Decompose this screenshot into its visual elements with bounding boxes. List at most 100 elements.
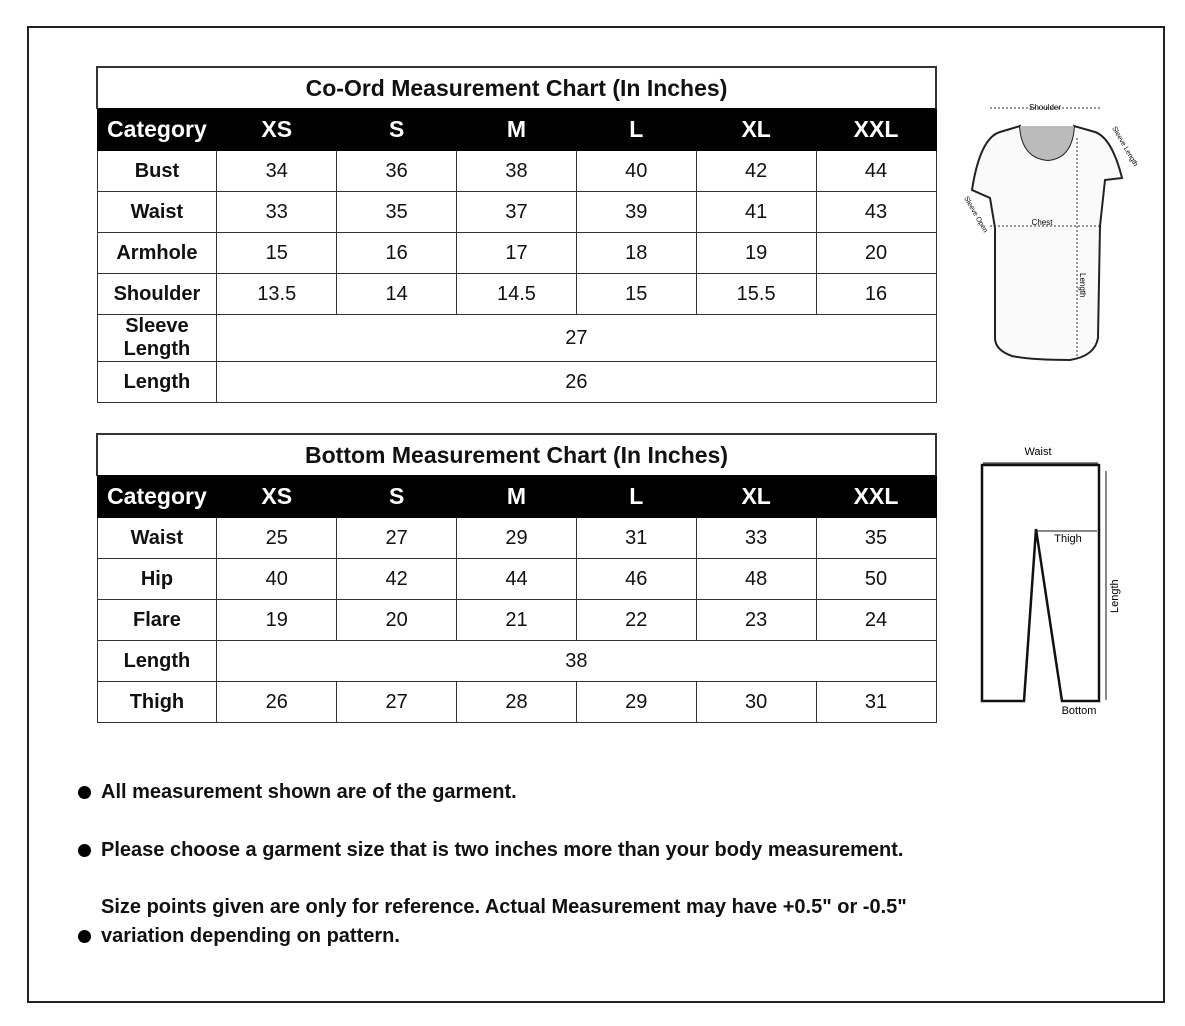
table-row: Armhole 15 16 17 18 19 20	[96, 232, 937, 274]
column-header: XS	[216, 475, 338, 518]
thigh-label: Thigh	[1054, 533, 1082, 545]
table-title: Bottom Measurement Chart (In Inches)	[96, 433, 937, 476]
shoulder-label: Shoulder	[1029, 103, 1061, 112]
table-row: Hip 40 42 44 46 48 50	[96, 558, 937, 600]
table-cell: 14.5	[456, 273, 577, 315]
row-label: Length	[96, 640, 218, 682]
note-text: Please choose a garment size that is two…	[101, 839, 904, 861]
table-cell: 31	[815, 681, 937, 723]
bullet-icon	[78, 844, 91, 857]
table-cell: 33	[695, 517, 817, 559]
row-label: Hip	[96, 558, 218, 600]
table-cell: 26	[216, 361, 937, 403]
page-frame	[27, 26, 1165, 1003]
table-cell: 40	[216, 558, 338, 600]
table-cell: 38	[456, 150, 577, 192]
table-cell: 19	[216, 599, 338, 641]
chest-label: Chest	[1032, 218, 1054, 227]
column-header: L	[575, 475, 697, 518]
table-cell: 42	[336, 558, 458, 600]
row-label: Length	[96, 361, 218, 403]
row-label: Sleeve Length	[96, 314, 218, 362]
notes-list: All measurement shown are of the garment…	[78, 778, 931, 951]
table-title: Co-Ord Measurement Chart (In Inches)	[96, 66, 937, 109]
bottom-measurement-table: Bottom Measurement Chart (In Inches) Cate…	[96, 433, 937, 723]
row-label: Armhole	[96, 232, 218, 274]
table-cell: 35	[336, 191, 458, 233]
table-cell: 43	[815, 191, 937, 233]
row-label: Shoulder	[96, 273, 218, 315]
column-header: M	[456, 108, 577, 151]
table-cell: 23	[695, 599, 817, 641]
table-cell: 42	[695, 150, 817, 192]
table-cell: 34	[216, 150, 338, 192]
table-cell: 40	[575, 150, 697, 192]
waist-label: Waist	[1024, 446, 1051, 458]
column-header: Category	[96, 108, 218, 151]
table-cell: 17	[456, 232, 577, 274]
table-cell: 29	[456, 517, 577, 559]
table-cell: 13.5	[216, 273, 338, 315]
column-header: XS	[216, 108, 338, 151]
row-label: Bust	[96, 150, 218, 192]
table-cell: 38	[216, 640, 937, 682]
length-label: Length	[1078, 273, 1087, 297]
table-cell: 41	[695, 191, 817, 233]
table-cell: 24	[815, 599, 937, 641]
table-cell: 28	[456, 681, 577, 723]
table-row: Waist 25 27 29 31 33 35	[96, 517, 937, 559]
table-cell: 20	[815, 232, 937, 274]
column-header: XXL	[815, 108, 937, 151]
table-cell: 50	[815, 558, 937, 600]
note-text: All measurement shown are of the garment…	[101, 781, 517, 803]
length-label: Length	[1109, 579, 1121, 613]
table-cell: 26	[216, 681, 338, 723]
table-cell: 27	[216, 314, 937, 362]
table-row: Sleeve Length 27	[96, 314, 937, 362]
note-item: Size points given are only for reference…	[78, 893, 931, 951]
table-cell: 44	[456, 558, 577, 600]
note-item: All measurement shown are of the garment…	[78, 778, 931, 807]
note-item: Please choose a garment size that is two…	[78, 836, 931, 865]
table-row: Length 38	[96, 640, 937, 682]
table-cell: 44	[815, 150, 937, 192]
table-cell: 36	[336, 150, 458, 192]
table-cell: 35	[815, 517, 937, 559]
pants-diagram: Waist Thigh Length Bottom	[980, 446, 1121, 717]
row-label: Waist	[96, 191, 218, 233]
table-cell: 16	[336, 232, 458, 274]
table-cell: 18	[575, 232, 697, 274]
row-label: Thigh	[96, 681, 218, 723]
table-cell: 27	[336, 681, 458, 723]
table-row: Length 26	[96, 361, 937, 403]
table-cell: 37	[456, 191, 577, 233]
bullet-icon	[78, 930, 91, 943]
table-cell: 30	[695, 681, 817, 723]
column-header: XL	[695, 475, 817, 518]
sleeve-open-label: Sleeve Open	[962, 196, 988, 235]
table-cell: 19	[695, 232, 817, 274]
table-cell: 15	[575, 273, 697, 315]
table-cell: 14	[336, 273, 458, 315]
table-cell: 16	[815, 273, 937, 315]
table-cell: 22	[575, 599, 697, 641]
table-cell: 33	[216, 191, 338, 233]
table-row: Shoulder 13.5 14 14.5 15 15.5 16	[96, 273, 937, 315]
table-cell: 27	[336, 517, 458, 559]
tshirt-diagram: Shoulder Chest Length Sleeve Length Slee…	[962, 103, 1139, 362]
note-text: Size points given are only for reference…	[101, 896, 907, 947]
table-cell: 20	[336, 599, 458, 641]
table-cell: 29	[575, 681, 697, 723]
row-label: Flare	[96, 599, 218, 641]
table-cell: 31	[575, 517, 697, 559]
table-cell: 15.5	[695, 273, 817, 315]
table-cell: 46	[575, 558, 697, 600]
column-header: S	[336, 108, 458, 151]
column-header: M	[456, 475, 577, 518]
co-ord-measurement-table: Co-Ord Measurement Chart (In Inches) Cate…	[96, 66, 937, 403]
column-header: S	[336, 475, 458, 518]
table-cell: 39	[575, 191, 697, 233]
column-header: XL	[695, 108, 817, 151]
bottom-label: Bottom	[1062, 705, 1097, 717]
bullet-icon	[78, 786, 91, 799]
